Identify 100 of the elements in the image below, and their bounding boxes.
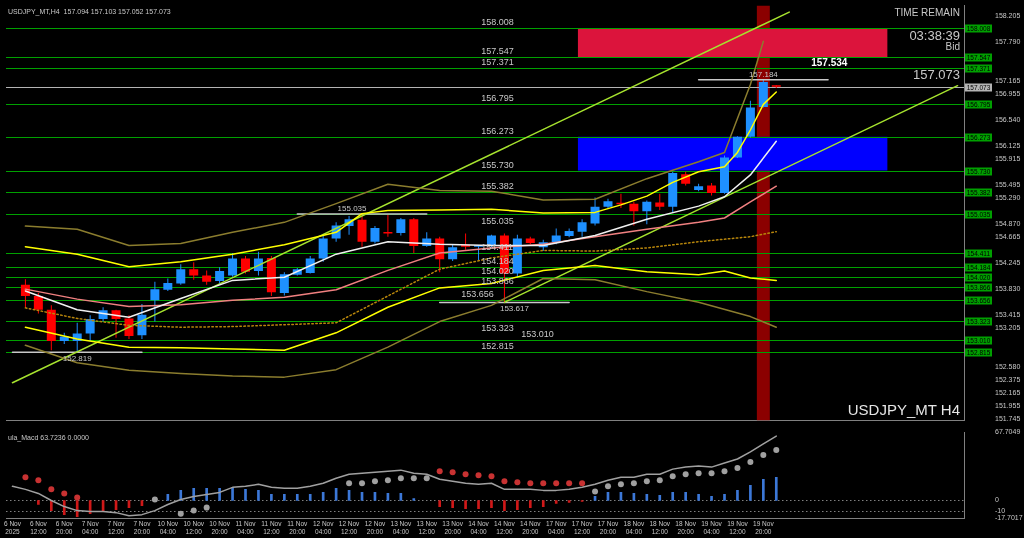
bar <box>412 498 416 501</box>
bar <box>490 500 493 508</box>
annotation: 155.730 <box>481 159 514 170</box>
point <box>579 480 586 487</box>
annotation: 152.815 <box>481 341 514 352</box>
bar <box>671 492 675 501</box>
point <box>501 478 508 485</box>
bar <box>541 500 545 507</box>
annotation: 156.273 <box>481 125 514 136</box>
bar <box>321 492 325 501</box>
bar <box>749 484 752 501</box>
point <box>760 451 767 458</box>
bar <box>270 494 273 501</box>
bar <box>37 500 40 505</box>
bar <box>762 478 765 501</box>
point <box>553 480 560 487</box>
point <box>397 475 404 482</box>
point <box>177 510 184 517</box>
point <box>48 486 55 493</box>
annotation: 153.323 <box>481 322 514 333</box>
annotation: 158.008 <box>481 17 514 28</box>
point <box>371 478 378 485</box>
point <box>35 477 42 484</box>
bar <box>554 500 558 504</box>
point <box>540 480 547 487</box>
bar <box>658 495 662 501</box>
annotation: 03:38:39 <box>909 27 960 43</box>
point <box>384 477 391 484</box>
point <box>721 468 728 475</box>
point <box>488 473 495 480</box>
point <box>514 479 521 486</box>
point <box>566 480 573 487</box>
point <box>669 473 676 480</box>
bar <box>257 490 260 501</box>
bar <box>684 492 687 501</box>
candlestick <box>383 214 393 237</box>
bar <box>723 494 726 501</box>
point <box>604 483 611 490</box>
point <box>151 496 158 503</box>
bar <box>697 494 700 501</box>
point <box>708 470 715 477</box>
bar <box>710 496 713 501</box>
annotation: Bid <box>945 41 960 53</box>
bar <box>464 500 467 509</box>
bar <box>736 490 739 501</box>
point <box>61 490 68 497</box>
bar <box>244 489 247 501</box>
point <box>747 459 754 466</box>
bar <box>192 488 196 501</box>
bar <box>477 500 480 509</box>
point <box>773 446 780 453</box>
point <box>436 468 443 475</box>
point <box>592 488 599 495</box>
annotation: 155.382 <box>481 181 514 192</box>
point <box>203 504 210 511</box>
band-label: 157.534 <box>811 57 848 69</box>
point <box>22 474 29 481</box>
bar <box>75 500 79 518</box>
data-label: 157.184 <box>748 69 779 79</box>
point <box>475 472 482 479</box>
point <box>190 507 197 514</box>
bar <box>528 500 532 508</box>
point <box>682 471 689 478</box>
annotation: 157.371 <box>481 57 514 68</box>
point <box>74 494 81 501</box>
bar <box>774 476 778 501</box>
bar <box>205 488 208 501</box>
bar <box>451 500 454 508</box>
point <box>410 475 417 482</box>
annotation: TIME REMAIN <box>894 7 960 18</box>
text: USDJPY_MT H4 <box>847 400 960 418</box>
point <box>423 475 430 482</box>
annotation: 157.547 <box>481 46 514 57</box>
annotation: 156.795 <box>481 93 514 104</box>
bar <box>283 494 286 501</box>
bar <box>231 487 234 501</box>
point <box>449 469 456 476</box>
point <box>346 480 353 487</box>
bar <box>438 500 442 507</box>
annotation: 157.073 <box>913 67 960 82</box>
point <box>734 465 741 472</box>
bar <box>645 494 649 501</box>
annotation: 153.010 <box>521 329 554 340</box>
point <box>643 478 650 485</box>
point <box>359 480 366 487</box>
point <box>617 481 624 488</box>
point <box>656 477 663 484</box>
point <box>695 470 702 477</box>
data-label: 153.617 <box>499 304 530 314</box>
point <box>527 480 534 487</box>
bar <box>516 500 519 510</box>
annotation: 155.035 <box>481 215 514 226</box>
bar <box>308 494 312 501</box>
bar <box>503 500 506 511</box>
bar <box>166 494 170 501</box>
annotation: 153.656 <box>461 288 494 299</box>
point <box>630 480 637 487</box>
data-label: 155.035 <box>337 203 368 213</box>
point <box>462 471 469 478</box>
bar <box>295 494 299 501</box>
